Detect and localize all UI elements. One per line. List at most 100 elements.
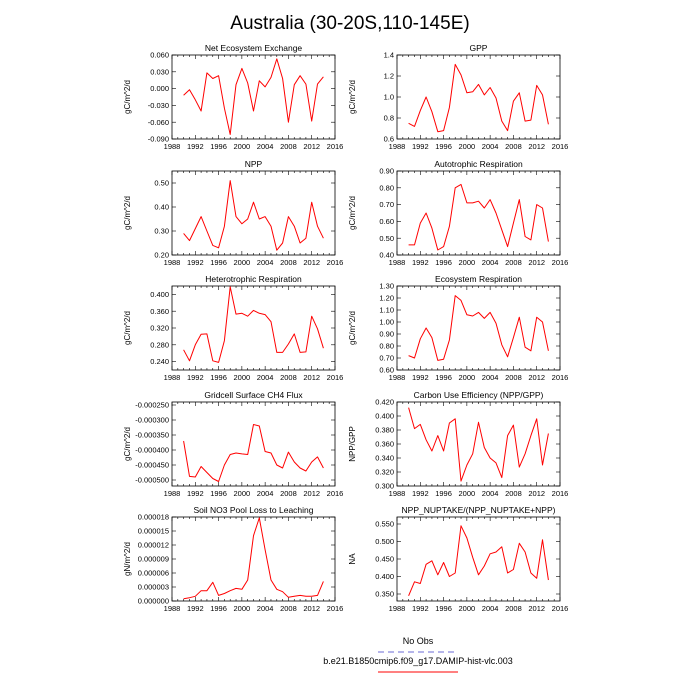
y-tick-label: -0.000450 bbox=[135, 461, 169, 470]
y-tick-label: 0.000015 bbox=[138, 527, 169, 536]
x-tick-label: 2016 bbox=[327, 142, 344, 151]
series-line-0 bbox=[183, 58, 324, 135]
plot-frame bbox=[171, 54, 336, 140]
y-tick-label: 0.000006 bbox=[138, 569, 169, 578]
y-tick-label: 0.70 bbox=[379, 354, 394, 363]
x-tick-label: 2000 bbox=[234, 142, 251, 151]
y-tick-label: 0.400 bbox=[375, 572, 394, 581]
x-tick-label: 1996 bbox=[210, 373, 227, 382]
plot-frame bbox=[396, 54, 561, 140]
y-tick-label: 0.50 bbox=[154, 179, 169, 188]
y-tick-label: 0.40 bbox=[154, 203, 169, 212]
x-tick-label: 2004 bbox=[257, 258, 274, 267]
y-tick-label: -0.060 bbox=[148, 118, 169, 127]
y-tick-label: 0.420 bbox=[375, 398, 394, 407]
x-tick-label: 2000 bbox=[234, 373, 251, 382]
y-tick-label: 1.00 bbox=[379, 318, 394, 327]
y-axis-label: gC/m^2/d bbox=[348, 80, 357, 114]
series-line-0 bbox=[408, 183, 549, 251]
plot-frame bbox=[171, 170, 336, 256]
series-line-0 bbox=[183, 180, 324, 251]
x-tick-label: 1988 bbox=[164, 604, 181, 613]
legend-label-run: b.e21.B1850cmip6.f09_g17.DAMIP-hist-vlc.… bbox=[323, 656, 513, 666]
x-tick-label: 1992 bbox=[187, 604, 204, 613]
y-tick-label: 0.20 bbox=[154, 251, 169, 260]
x-tick-label: 2016 bbox=[327, 373, 344, 382]
y-tick-label: 0.8 bbox=[384, 114, 394, 123]
series-line-0 bbox=[408, 63, 549, 133]
x-tick-label: 1996 bbox=[210, 142, 227, 151]
x-tick-label: 2016 bbox=[552, 373, 569, 382]
x-tick-label: 1996 bbox=[435, 489, 452, 498]
y-tick-label: 0.000000 bbox=[138, 597, 169, 606]
x-tick-label: 1992 bbox=[187, 142, 204, 151]
panel-1: GPP 1988 1992 1996 2000 2004 2008 2012 2016 0.6 0.… bbox=[348, 43, 568, 151]
x-tick-label: 2008 bbox=[505, 604, 522, 613]
x-tick-label: 2004 bbox=[482, 604, 499, 613]
y-tick-label: 0.320 bbox=[375, 468, 394, 477]
x-tick-label: 1988 bbox=[389, 604, 406, 613]
x-tick-label: 1988 bbox=[164, 258, 181, 267]
x-tick-label: 2008 bbox=[280, 142, 297, 151]
y-tick-label: 0.360 bbox=[150, 307, 169, 316]
series-line-0 bbox=[408, 295, 549, 361]
series-line-0 bbox=[183, 424, 324, 482]
x-tick-label: 2012 bbox=[303, 373, 320, 382]
panel-title: Gridcell Surface CH4 Flux bbox=[204, 390, 303, 400]
series-line-0 bbox=[408, 407, 549, 482]
x-tick-label: 2004 bbox=[257, 142, 274, 151]
y-tick-label: -0.000300 bbox=[135, 416, 169, 425]
y-tick-label: 0.450 bbox=[375, 555, 394, 564]
y-tick-label: -0.000400 bbox=[135, 446, 169, 455]
y-tick-label: 0.90 bbox=[379, 330, 394, 339]
y-tick-label: 0.80 bbox=[379, 342, 394, 351]
y-tick-label: 0.300 bbox=[375, 482, 394, 491]
x-tick-label: 2008 bbox=[280, 604, 297, 613]
y-tick-label: 0.400 bbox=[150, 290, 169, 299]
y-tick-label: 0.030 bbox=[150, 67, 169, 76]
y-tick-label: 0.280 bbox=[150, 340, 169, 349]
x-tick-label: 2016 bbox=[327, 604, 344, 613]
panel-title: NPP bbox=[245, 159, 263, 169]
x-tick-label: 1992 bbox=[187, 373, 204, 382]
x-tick-label: 2016 bbox=[327, 258, 344, 267]
panel-9: NPP_NUPTAKE/(NPP_NUPTAKE+NPP) 1988 1992 199… bbox=[348, 505, 568, 613]
panel-title: Carbon Use Efficiency (NPP/GPP) bbox=[414, 390, 544, 400]
legend-label-no-obs: No Obs bbox=[403, 636, 434, 646]
y-tick-label: 0.320 bbox=[150, 324, 169, 333]
x-tick-label: 1996 bbox=[210, 489, 227, 498]
x-tick-label: 1996 bbox=[435, 258, 452, 267]
panel-7: Carbon Use Efficiency (NPP/GPP) 1988 1992 1… bbox=[348, 390, 568, 498]
x-tick-label: 2016 bbox=[552, 489, 569, 498]
panel-0: Net Ecosystem Exchange 1988 1992 1996 2000 20… bbox=[123, 43, 343, 151]
plot-frame bbox=[396, 285, 561, 371]
y-tick-label: 0.400 bbox=[375, 412, 394, 421]
y-axis-label: gC/m^2/d bbox=[348, 311, 357, 345]
x-tick-label: 1992 bbox=[412, 142, 429, 151]
x-tick-label: 2000 bbox=[459, 142, 476, 151]
y-tick-label: 0.360 bbox=[375, 440, 394, 449]
plot-frame bbox=[396, 401, 561, 487]
x-tick-label: 2004 bbox=[482, 142, 499, 151]
x-tick-label: 2000 bbox=[459, 489, 476, 498]
x-tick-label: 1992 bbox=[187, 258, 204, 267]
panel-6: Gridcell Surface CH4 Flux 1988 1992 1996 200… bbox=[123, 390, 343, 498]
x-tick-label: 2000 bbox=[234, 258, 251, 267]
y-tick-label: 0.380 bbox=[375, 426, 394, 435]
x-tick-label: 2016 bbox=[552, 604, 569, 613]
panel-2: NPP 1988 1992 1996 2000 2004 2008 2012 2016 0.20 0… bbox=[123, 159, 343, 267]
y-tick-label: 0.000012 bbox=[138, 541, 169, 550]
x-tick-label: 2016 bbox=[552, 258, 569, 267]
x-tick-label: 2012 bbox=[303, 604, 320, 613]
x-tick-label: 2012 bbox=[303, 258, 320, 267]
plot-frame bbox=[396, 516, 561, 602]
x-tick-label: 2000 bbox=[459, 604, 476, 613]
y-tick-label: 0.060 bbox=[150, 51, 169, 60]
y-tick-label: 0.000 bbox=[150, 84, 169, 93]
y-axis-label: gC/m^2/d bbox=[123, 311, 132, 345]
series-line-0 bbox=[183, 517, 324, 600]
x-tick-label: 2004 bbox=[257, 489, 274, 498]
panel-title: NPP_NUPTAKE/(NPP_NUPTAKE+NPP) bbox=[402, 505, 556, 515]
y-tick-label: 0.90 bbox=[379, 167, 394, 176]
plot-frame bbox=[171, 401, 336, 487]
